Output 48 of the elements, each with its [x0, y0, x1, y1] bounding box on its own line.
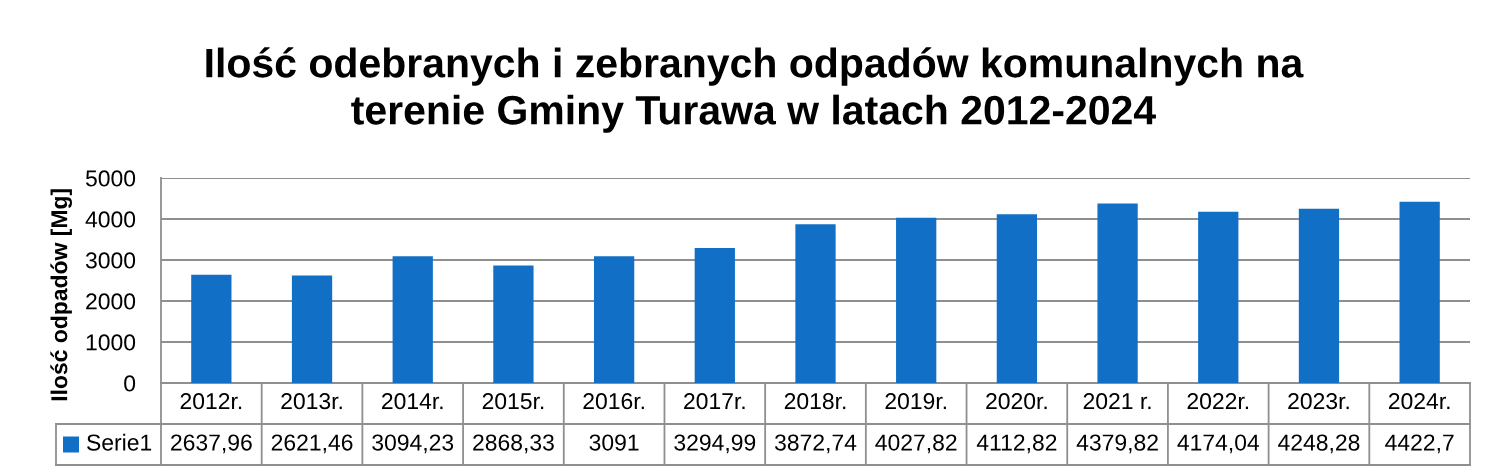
- x-tick-label: 2024r.: [1388, 393, 1450, 410]
- data-label: 3094,23: [372, 434, 454, 454]
- y-tick-label: 2000: [86, 293, 136, 310]
- y-tick-label: 4000: [85, 211, 136, 228]
- data-label: 3872,74: [774, 434, 857, 454]
- data-label: 2637,96: [171, 434, 252, 454]
- data-label: 2868,33: [473, 434, 554, 454]
- bar: [191, 274, 232, 383]
- x-tick-label: 2014r.: [382, 393, 443, 410]
- bar: [996, 214, 1038, 383]
- chart-title: Ilość odebranych i zebranych odpadów komunalnych na terenie Gminy Turawa w latach 2012-2024: [206, 47, 1304, 133]
- bar: [291, 275, 333, 383]
- data-label: 3091: [589, 434, 639, 451]
- data-label: 3294,99: [674, 434, 756, 454]
- x-tick-label: 2013r.: [281, 393, 342, 410]
- data-label: 4248,28: [1278, 434, 1360, 454]
- x-tick-label: 2016r.: [583, 393, 644, 410]
- x-tick-label: 2017r.: [684, 393, 745, 410]
- y-tick-label: 0: [124, 375, 136, 392]
- x-tick-label: 2020r.: [986, 393, 1047, 410]
- bar: [694, 247, 735, 383]
- y-tick-label: 5000: [85, 170, 136, 187]
- data-label: 4379,82: [1076, 434, 1158, 454]
- x-tick-label: 2023r.: [1288, 393, 1349, 410]
- data-label: 2621,46: [271, 434, 353, 454]
- bar: [1198, 211, 1239, 383]
- bar: [493, 265, 534, 383]
- bar: [795, 224, 836, 383]
- x-tick-label: 2021 r.: [1083, 393, 1151, 410]
- y-tick-label: 3000: [85, 252, 136, 269]
- data-label: 4174,04: [1177, 434, 1260, 454]
- bar: [1097, 203, 1138, 383]
- x-tick-label: 2018r.: [784, 393, 846, 410]
- bar: [1298, 208, 1340, 383]
- data-label: 4027,82: [875, 434, 957, 454]
- y-axis-title: Ilość odpadów [Mg]: [50, 189, 72, 401]
- x-tick-label: 2015r.: [482, 393, 544, 410]
- bar: [1399, 201, 1440, 383]
- data-label: 4112,82: [976, 434, 1057, 454]
- data-label: 4422,7: [1385, 434, 1454, 454]
- y-tick-label: 1000: [86, 334, 136, 351]
- x-tick-label: 2012r.: [180, 393, 242, 410]
- x-tick-label: 2022r.: [1187, 393, 1249, 410]
- bar: [392, 256, 433, 383]
- bar: [896, 217, 937, 383]
- legend-label: Serie1: [87, 433, 152, 451]
- x-tick-label: 2019r.: [885, 393, 946, 410]
- bar: [593, 256, 635, 383]
